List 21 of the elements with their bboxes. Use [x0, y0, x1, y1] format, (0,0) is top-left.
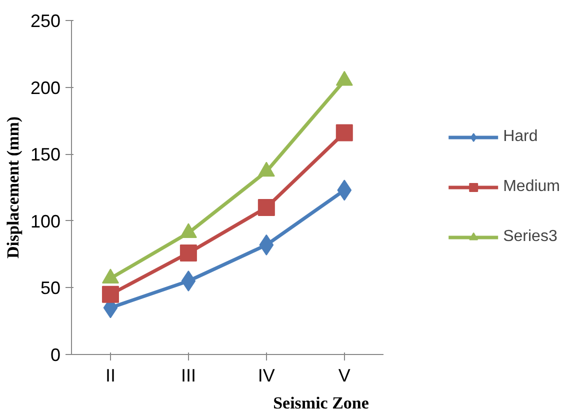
legend-label: Series3 [503, 228, 558, 246]
point [102, 286, 119, 303]
y-axis-title: Displacement (mm) [3, 116, 22, 259]
x-tick-label: IV [258, 366, 275, 386]
x-axis-title: Seismic Zone [273, 394, 370, 412]
point [180, 244, 197, 262]
x-tick-label: V [338, 366, 350, 386]
point [336, 124, 353, 142]
point [258, 199, 275, 216]
y-tick-label: 150 [30, 144, 61, 165]
y-tick-label: 200 [30, 78, 61, 98]
legend-label: Medium [503, 178, 560, 196]
legend-label: Hard [503, 128, 538, 146]
y-tick-label: 50 [40, 278, 61, 298]
point [336, 70, 353, 86]
x-tick-label: III [180, 366, 196, 386]
x-tick-label: II [105, 366, 116, 386]
y-tick-label: 0 [50, 345, 61, 365]
y-tick-label: 100 [30, 211, 61, 232]
point [258, 162, 275, 177]
y-tick-label: 250 [30, 11, 61, 31]
